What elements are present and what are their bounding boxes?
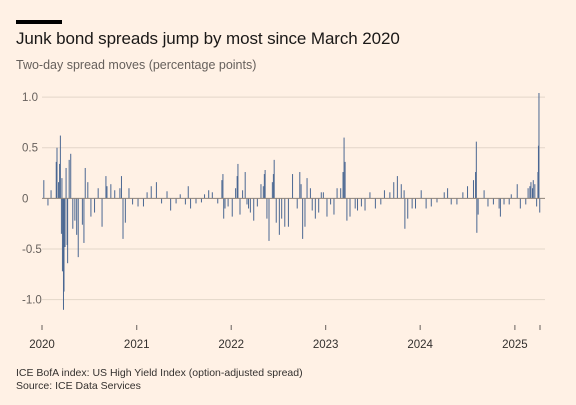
y-tick-label: 1.0 (22, 92, 38, 104)
y-tick-label: 0.5 (22, 143, 38, 155)
x-tick-label: 2020 (29, 339, 55, 351)
index-note: ICE BofA index: US High Yield Index (opt… (16, 367, 303, 379)
accent-rule (16, 20, 62, 24)
x-tick-label: 2023 (313, 339, 339, 351)
series-bars (43, 93, 541, 310)
x-tick-label: 2025 (502, 339, 528, 351)
x-tick-label: 2021 (124, 339, 150, 351)
y-tick-label: -0.5 (22, 244, 42, 256)
y-axis: 1.0 0.5 0 -0.5 -1.0 (22, 92, 42, 307)
x-tick-label: 2024 (407, 339, 433, 351)
x-tick-label: 2022 (218, 339, 244, 351)
y-tick-label: 0 (22, 193, 28, 205)
y-tick-label: -1.0 (22, 295, 42, 307)
chart-title: Junk bond spreads jump by most since Mar… (16, 29, 400, 48)
x-axis: 2020 2021 2022 2023 2024 2025 (29, 325, 541, 351)
chart-subtitle: Two-day spread moves (percentage points) (16, 58, 257, 72)
source-note: Source: ICE Data Services (16, 380, 141, 392)
grid-lines (42, 96, 545, 301)
